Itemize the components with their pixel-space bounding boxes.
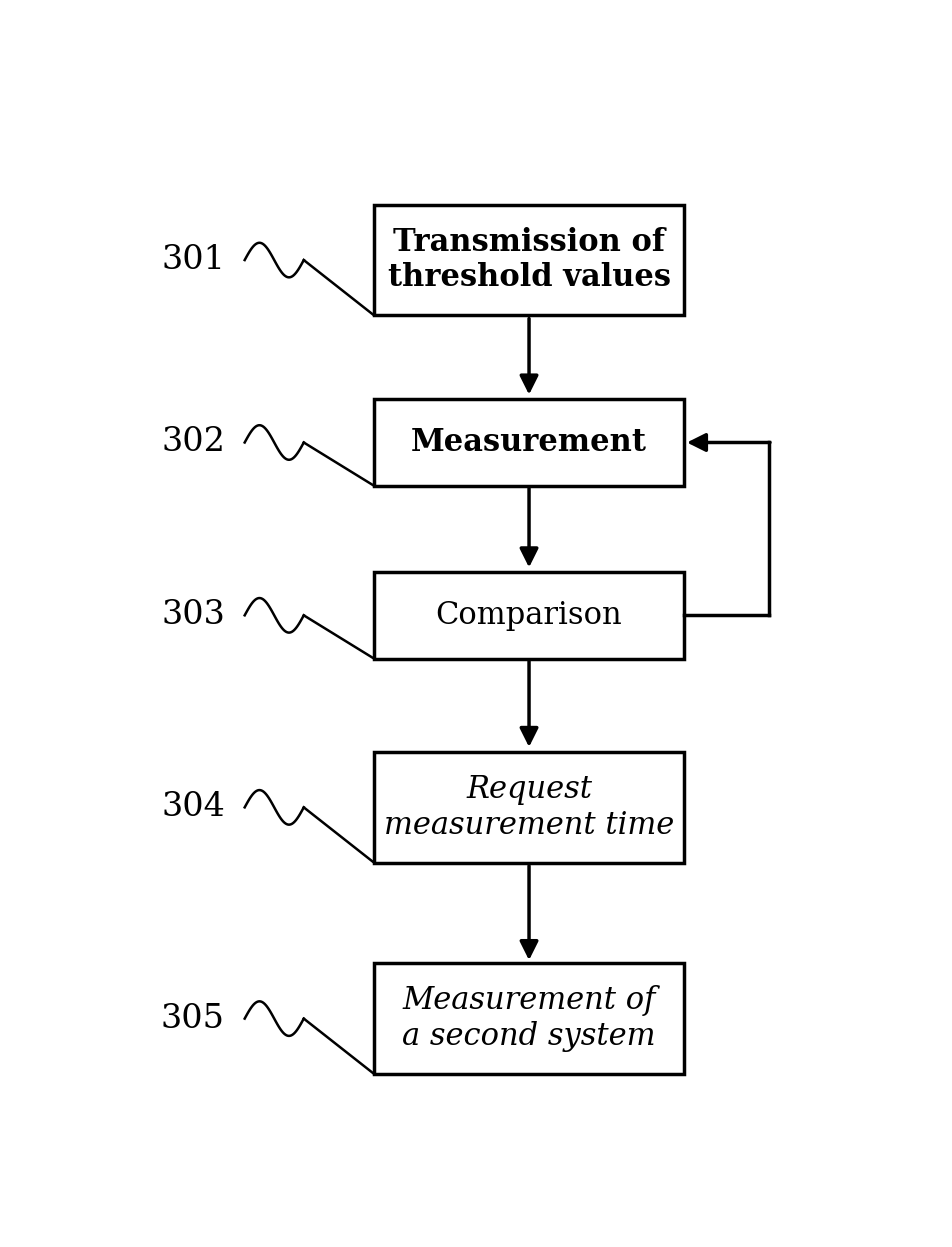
- Bar: [373, 752, 684, 863]
- Text: 305: 305: [161, 1003, 225, 1035]
- Text: 301: 301: [161, 244, 225, 276]
- Text: 304: 304: [161, 792, 225, 823]
- Text: Request
measurement time: Request measurement time: [384, 774, 673, 840]
- Bar: [373, 399, 684, 486]
- Text: 303: 303: [161, 600, 225, 631]
- Bar: [373, 205, 684, 315]
- Text: Measurement: Measurement: [410, 426, 646, 458]
- Text: Comparison: Comparison: [435, 600, 622, 631]
- Text: Transmission of
threshold values: Transmission of threshold values: [387, 227, 670, 293]
- Text: Measurement of
a second system: Measurement of a second system: [402, 985, 655, 1052]
- Bar: [373, 572, 684, 658]
- Bar: [373, 964, 684, 1074]
- Text: 302: 302: [161, 426, 225, 459]
